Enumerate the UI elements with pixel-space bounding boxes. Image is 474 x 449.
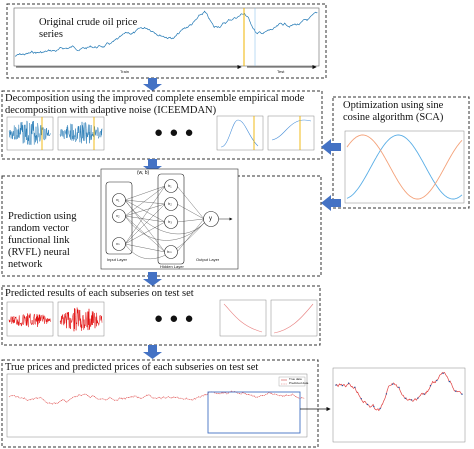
prediction-title: Prediction using random vector functiona… bbox=[8, 211, 77, 271]
final-legend-box bbox=[278, 376, 306, 387]
original-series-title: Original crude oil price series bbox=[39, 17, 138, 41]
input-layer-box bbox=[105, 181, 133, 255]
pred-4-line bbox=[273, 303, 314, 334]
input-node-2 bbox=[112, 209, 126, 223]
cosine-curve bbox=[346, 134, 463, 200]
imf-1-line bbox=[8, 120, 51, 146]
flow-arrow-1 bbox=[143, 78, 162, 91]
predicted-ellipsis: ● ● ● bbox=[154, 310, 195, 327]
hidden-node-3 bbox=[164, 215, 178, 229]
pred-plot-4-frame bbox=[270, 299, 318, 337]
panel-optimization-border bbox=[332, 96, 470, 209]
legend-true-label: True data bbox=[289, 377, 302, 381]
decomposition-ellipsis: ● ● ● bbox=[154, 124, 195, 141]
predicted-title: Predicted results of each subseries on t… bbox=[5, 288, 194, 299]
legend-predicted-label: Predicted data bbox=[289, 381, 309, 385]
panel-final-border bbox=[1, 359, 319, 448]
panel-decomposition-border bbox=[1, 90, 323, 160]
sca-plot-frame bbox=[344, 130, 465, 204]
panel-predicted-border bbox=[1, 285, 321, 346]
final-plot-frame bbox=[6, 373, 308, 438]
final-title: True prices and predicted prices of each… bbox=[5, 362, 259, 373]
true-predicted-line bbox=[8, 390, 305, 405]
imf-plot-3-frame bbox=[216, 115, 264, 151]
hidden-node-label-1: h₁ bbox=[168, 183, 172, 188]
decomposition-title: Decomposition using the improved complet… bbox=[5, 93, 305, 117]
input-node-label-1: x₁ bbox=[116, 197, 120, 202]
rvfl-weights-label: (w, b) bbox=[137, 170, 150, 176]
pred-2-line bbox=[59, 307, 103, 332]
price-chart-frame bbox=[13, 7, 320, 67]
input-node-n bbox=[112, 237, 126, 251]
optimization-title: Optimization using sine cosine algorithm… bbox=[343, 100, 444, 124]
zoom-highlight-box bbox=[207, 391, 301, 434]
hidden-node-label-2: h₂ bbox=[168, 201, 172, 206]
imf-plot-4-frame bbox=[267, 115, 315, 151]
hidden-node-m bbox=[164, 245, 178, 259]
hidden-layer-label: Hidden Layer bbox=[160, 264, 184, 269]
output-node bbox=[203, 211, 219, 227]
sca-arrow-to-prediction bbox=[321, 195, 341, 211]
test-label: Test bbox=[277, 69, 285, 74]
imf-2-line bbox=[59, 121, 103, 144]
hidden-node-2 bbox=[164, 197, 178, 211]
input-node-1 bbox=[112, 193, 126, 207]
output-layer-label: Output Layer bbox=[196, 257, 220, 262]
output-node-label: y bbox=[209, 216, 212, 222]
input-layer-label: Input Layer bbox=[107, 257, 128, 262]
imf-4-line bbox=[271, 119, 312, 141]
panel-original-border bbox=[6, 3, 327, 79]
hidden-node-label-3: h₃ bbox=[168, 219, 172, 224]
train-label: Train bbox=[120, 69, 129, 74]
flow-arrow-4 bbox=[143, 345, 162, 359]
hidden-node-label-m: hₘ bbox=[167, 249, 172, 254]
imf-3-line bbox=[220, 119, 259, 148]
sine-curve bbox=[346, 134, 463, 200]
panel-prediction-border bbox=[1, 175, 322, 277]
pred-1-line bbox=[8, 312, 51, 328]
input-node-label-2: x₂ bbox=[116, 213, 120, 218]
zoom-plot-frame bbox=[332, 367, 466, 443]
pred-3-line bbox=[223, 303, 263, 333]
pred-plot-3-frame bbox=[219, 299, 267, 337]
zoom-true-markers bbox=[335, 372, 463, 410]
price-series-line bbox=[14, 10, 318, 57]
input-node-label-n: xₙ bbox=[116, 241, 120, 246]
flow-arrow-3 bbox=[143, 272, 162, 286]
hidden-node-1 bbox=[164, 179, 178, 193]
hidden-layer-box bbox=[157, 173, 185, 265]
sca-arrow-to-decomposition bbox=[321, 139, 341, 155]
